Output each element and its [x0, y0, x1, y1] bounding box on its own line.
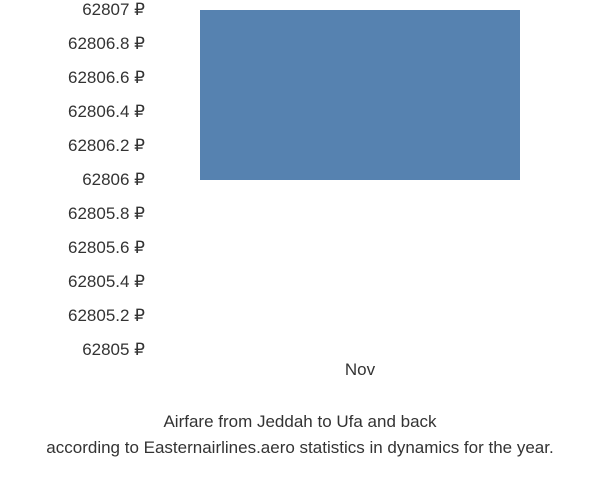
y-tick: 62805 ₽	[10, 340, 145, 360]
y-axis: 62807 ₽ 62806.8 ₽ 62806.6 ₽ 62806.4 ₽ 62…	[10, 10, 145, 350]
bar-nov	[200, 10, 519, 180]
chart-caption: Airfare from Jeddah to Ufa and back acco…	[0, 409, 600, 460]
caption-line-1: Airfare from Jeddah to Ufa and back	[163, 412, 436, 431]
y-tick: 62806.2 ₽	[10, 136, 145, 156]
caption-line-2: according to Easternairlines.aero statis…	[46, 438, 553, 457]
y-tick: 62806.6 ₽	[10, 68, 145, 88]
y-tick: 62805.8 ₽	[10, 204, 145, 224]
y-tick: 62805.6 ₽	[10, 238, 145, 258]
y-tick: 62806.4 ₽	[10, 102, 145, 122]
y-tick: 62806 ₽	[10, 170, 145, 190]
x-tick-nov: Nov	[345, 360, 375, 380]
plot-area	[150, 10, 570, 350]
x-axis: Nov	[150, 360, 570, 390]
airfare-chart: 62807 ₽ 62806.8 ₽ 62806.6 ₽ 62806.4 ₽ 62…	[10, 10, 590, 410]
y-tick: 62806.8 ₽	[10, 34, 145, 54]
y-tick: 62805.4 ₽	[10, 272, 145, 292]
y-tick: 62807 ₽	[10, 0, 145, 20]
y-tick: 62805.2 ₽	[10, 306, 145, 326]
